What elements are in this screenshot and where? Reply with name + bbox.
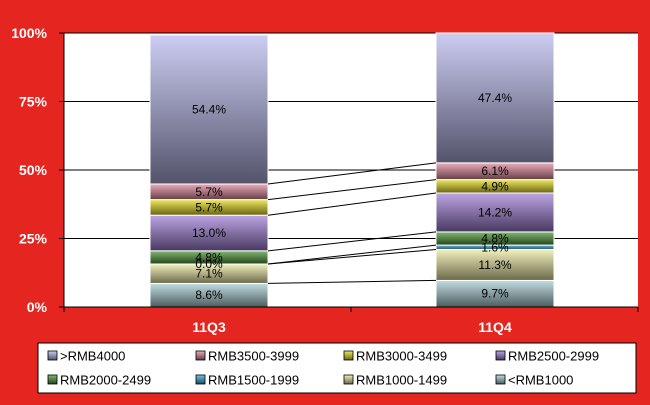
data-label-rmb3500-3999-11q3: 5.7% (195, 185, 223, 199)
y-tick-label: 25% (19, 231, 48, 247)
legend-label-rmb3500-3999: RMB3500-3999 (208, 349, 299, 364)
x-category-label: 11Q4 (478, 319, 512, 335)
data-label-rmb2500-2999-11q3: 13.0% (192, 226, 226, 240)
legend-swatch-rmb1000-1499 (343, 374, 354, 385)
legend-label-rmb4000: >RMB4000 (60, 349, 125, 364)
data-label-rmb1500-1999-11q4: 1.6% (481, 240, 509, 254)
data-label-rmb3500-3999-11q4: 6.1% (481, 164, 509, 178)
data-label-rmb3000-3499-11q3: 5.7% (195, 200, 223, 214)
legend-label-rmb3000-3499: RMB3000-3499 (356, 349, 447, 364)
bar-segment-rmb4000-11q4 (435, 32, 555, 164)
series-line-rmb2500-2999 (267, 192, 437, 216)
legend-swatch-rmb3000-3499 (343, 350, 354, 361)
data-label-rmb1000-11q4: 9.7% (481, 287, 509, 301)
y-tick-label: 0% (27, 299, 48, 315)
bar-segment-rmb2500-2999-11q4 (435, 192, 555, 233)
data-label-rmb1000-1499-11q4: 11.3% (478, 258, 511, 272)
series-line-rmb3000-3499 (267, 179, 437, 201)
legend-label-rmb1000: <RMB1000 (508, 373, 573, 388)
series-line-rmb3500-3999 (267, 162, 437, 185)
legend-swatch-rmb2500-2999 (495, 350, 506, 361)
legend-swatch-rmb1500-1999 (195, 374, 206, 385)
x-axis: 11Q3 11Q4 (63, 306, 639, 335)
series-line-rmb2000-2499 (267, 231, 437, 252)
legend-box (37, 342, 637, 394)
data-label-rmb2000-2499-11q4: 4.8% (481, 232, 509, 246)
y-tick-label: 100% (11, 25, 47, 41)
bar-segment-rmb1000-11q4 (435, 279, 555, 308)
series-line-rmb1500-1999 (267, 244, 437, 265)
data-label-rmb2000-2499-11q3: 4.8% (195, 250, 223, 264)
legend-label-rmb2000-2499: RMB2000-2499 (60, 373, 151, 388)
data-label-rmb4000-11q4: 47.4% (478, 91, 512, 105)
legend-swatch-rmb4000 (47, 350, 58, 361)
y-tick-label: 75% (19, 94, 48, 110)
data-label-rmb3000-3499-11q4: 4.9% (481, 179, 509, 193)
x-category-label: 11Q3 (192, 319, 226, 335)
legend-label-rmb1500-1999: RMB1500-1999 (208, 373, 299, 388)
data-label-rmb1000-1499-11q3: 7.1% (195, 267, 223, 281)
legend-label-rmb1000-1499: RMB1000-1499 (356, 373, 447, 388)
legend-label-rmb2500-2999: RMB2500-2999 (508, 349, 599, 364)
legend-swatch-rmb3500-3999 (195, 350, 206, 361)
data-label-rmb1500-1999-11q3: 0.0% (195, 257, 223, 271)
data-label-rmb1000-11q3: 8.6% (195, 288, 223, 302)
legend: >RMB4000 RMB3500-3999 RMB3000-3499 RMB2500-… (37, 342, 637, 394)
series-line-rmb1000-1499 (267, 248, 437, 265)
legend-swatch-rmb2000-2499 (47, 374, 58, 385)
bars (149, 32, 555, 308)
data-label-rmb2500-2999-11q4: 14.2% (478, 205, 512, 219)
data-label-rmb4000-11q3: 54.4% (192, 102, 226, 116)
bar-segment-rmb4000-11q3 (149, 34, 269, 185)
bar-segment-rmb2500-2999-11q3 (149, 214, 269, 252)
y-tick-label: 50% (19, 162, 48, 178)
series-lines (267, 162, 437, 284)
y-axis: 0% 25% 50% 75% 100% (11, 25, 65, 315)
data-labels: 8.6%7.1%0.0%4.8%13.0%5.7%5.7%54.4%9.7%11… (192, 91, 512, 302)
legend-swatch-rmb1000 (495, 374, 506, 385)
series-line-rmb1000 (267, 279, 437, 284)
